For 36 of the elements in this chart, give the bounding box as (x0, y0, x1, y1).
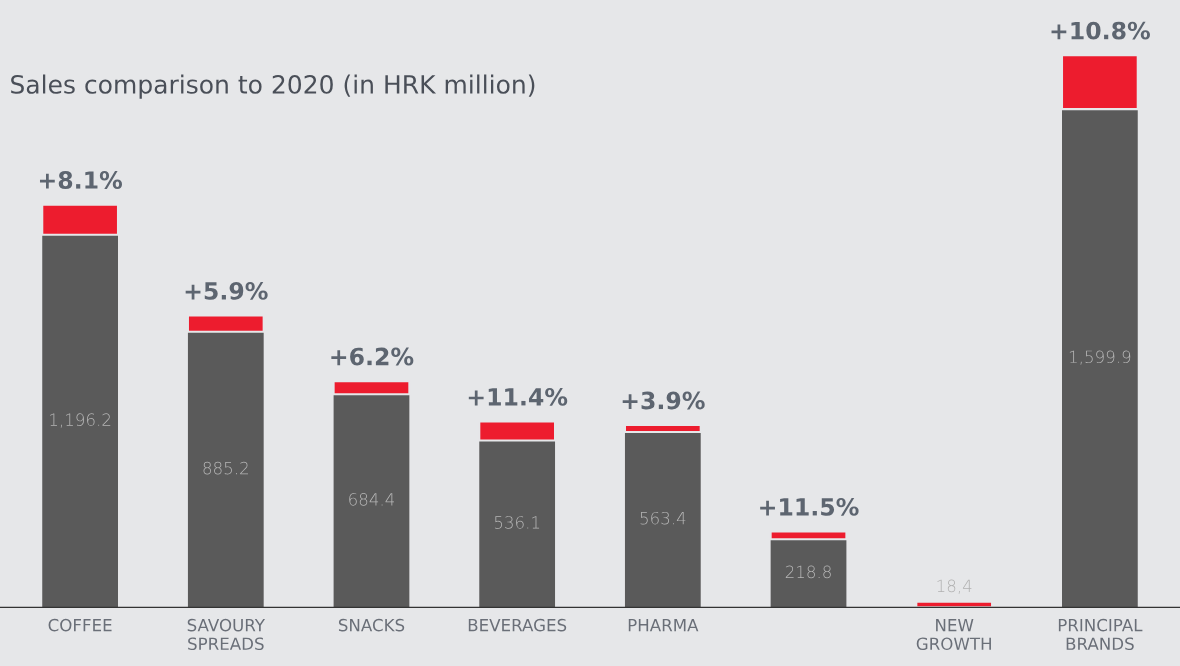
bar (186, 314, 265, 333)
annotation: +6.2% (331, 347, 414, 366)
bar (1060, 54, 1139, 111)
annotation: +8.1% (39, 171, 123, 189)
data-label: 536.1 (494, 516, 540, 529)
bar (333, 394, 410, 608)
bar (41, 203, 120, 236)
data-label: 563.4 (640, 511, 686, 525)
x-tick-label: NEW GROWTH (916, 619, 991, 651)
annotation: +11.4% (468, 387, 568, 406)
bar (479, 440, 556, 608)
bar (478, 420, 557, 442)
bar (1062, 109, 1138, 608)
x-tick-label: SNACKS (338, 618, 405, 632)
x-tick-label: SAVOURY SPREADS (187, 618, 266, 651)
data-label: 684.4 (349, 493, 394, 506)
bar (769, 530, 848, 541)
data-label: 1,196.2 (50, 413, 111, 428)
text: Sales comparison to 2020 (in HRK million) (11, 74, 535, 99)
bar (42, 234, 118, 608)
x-tick-label: BEVERAGES (468, 618, 567, 632)
data-label: 885.2 (203, 461, 248, 475)
x-tick-label: PRINCIPAL BRANDS (1058, 618, 1143, 651)
annotation: +10.8% (1051, 21, 1150, 40)
annotation: +5.9% (185, 281, 268, 300)
bar (770, 539, 847, 608)
x-tick-label: COFFEE (48, 618, 112, 632)
bar (623, 424, 702, 433)
bar (187, 331, 264, 608)
annotation: +11.5% (760, 497, 859, 516)
data-label: 218.8 (785, 565, 831, 579)
bar (332, 380, 411, 396)
x-tick-label: PHARMA (628, 619, 699, 632)
annotation: +3.9% (622, 391, 705, 410)
bar (624, 431, 701, 608)
data-label: 1,599.9 (1069, 350, 1131, 365)
